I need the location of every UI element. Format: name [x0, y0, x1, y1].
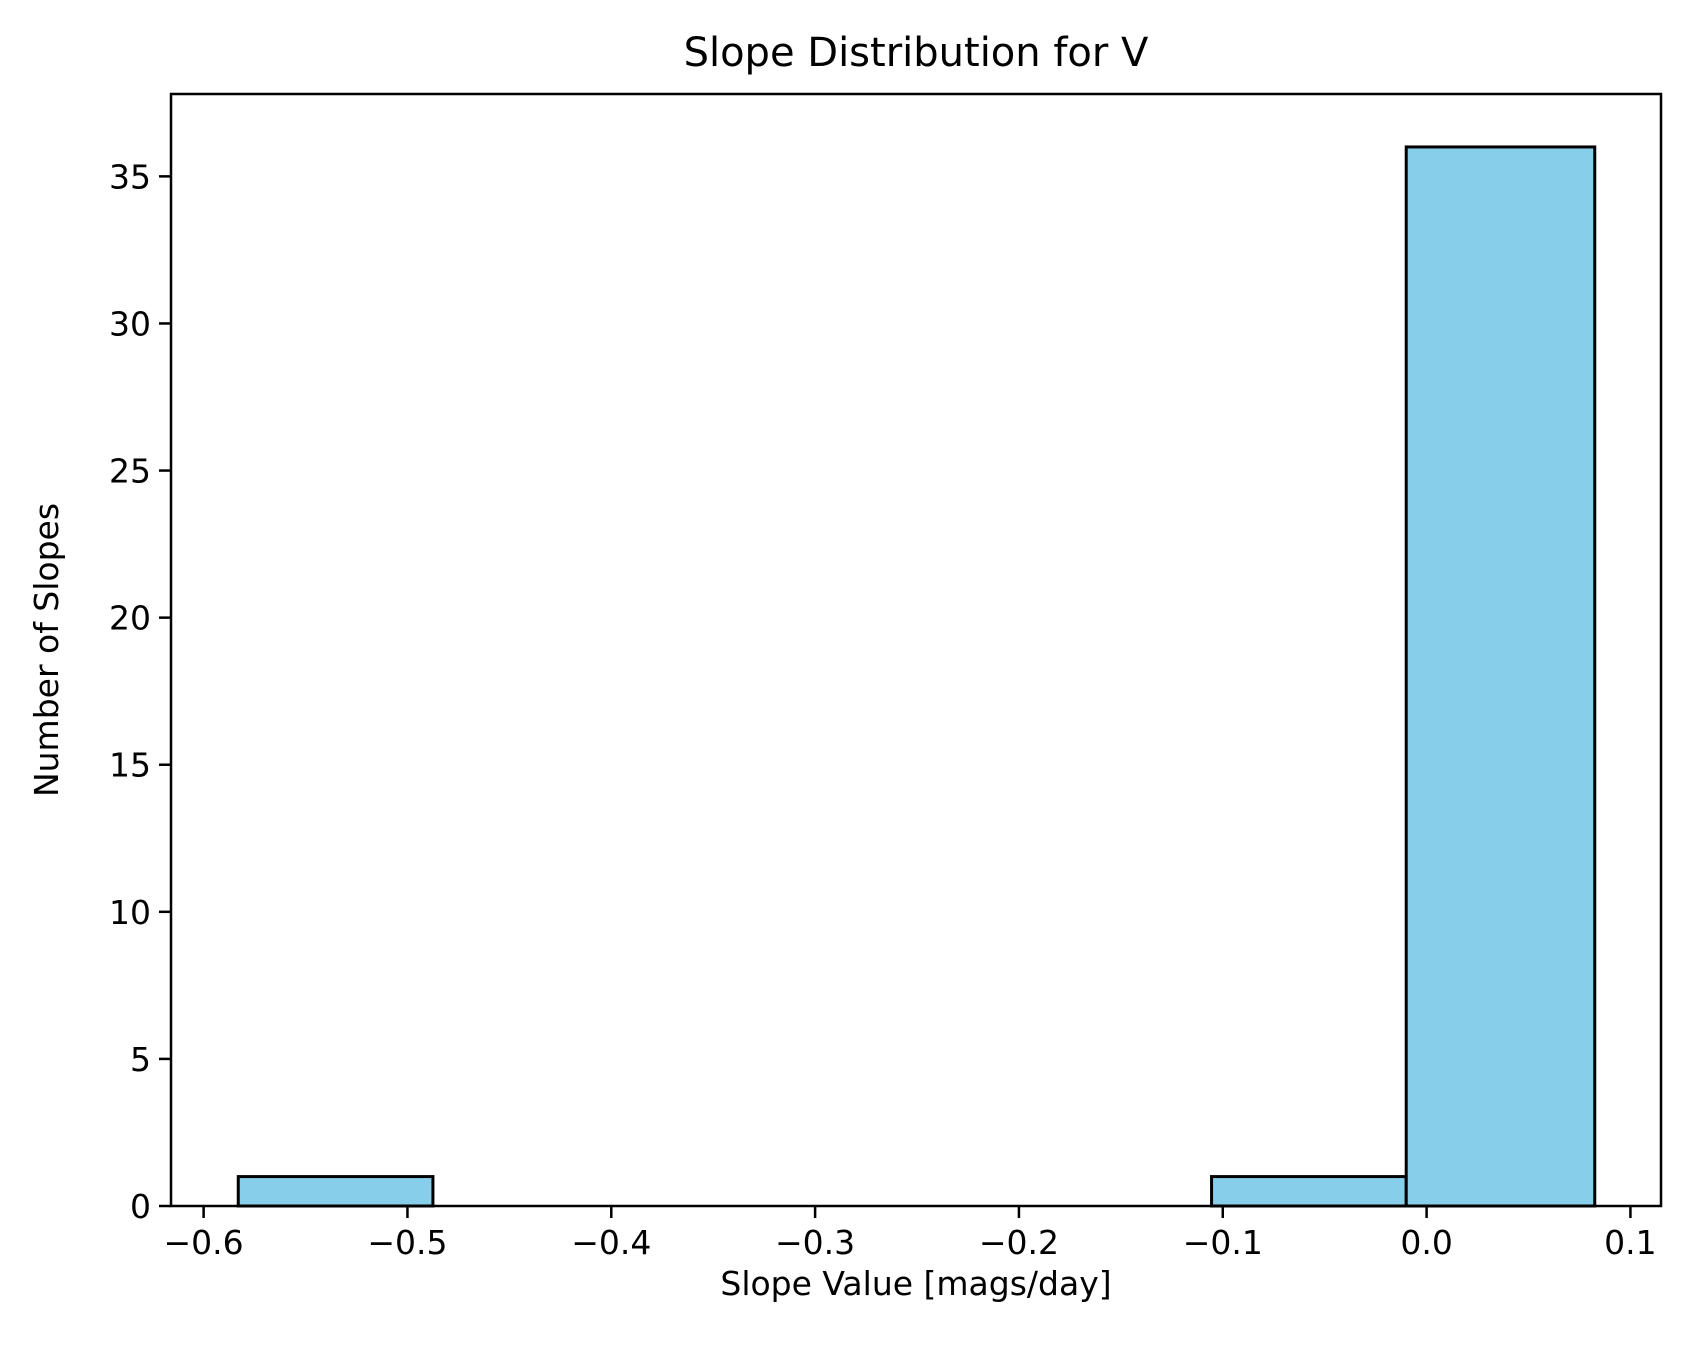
- y-axis-label: Number of Slopes: [27, 503, 66, 797]
- x-tick-label: −0.4: [571, 1223, 651, 1262]
- y-tick-label: 5: [130, 1040, 151, 1079]
- y-tick-label: 35: [109, 157, 151, 196]
- histogram-bar: [1210, 1175, 1408, 1208]
- x-tick-label: 0.0: [1400, 1223, 1452, 1262]
- y-tick-label: 0: [130, 1187, 151, 1226]
- x-axis-ticks: −0.6 −0.5 −0.4 −0.3 −0.2 −0.1 0.0 0.1: [164, 1206, 1657, 1262]
- x-tick-label: −0.6: [164, 1223, 244, 1262]
- x-tick-label: 0.1: [1604, 1223, 1656, 1262]
- plot-frame: [169, 92, 1663, 1208]
- y-tick-label: 25: [109, 452, 151, 491]
- y-tick-label: 10: [109, 893, 151, 932]
- y-tick-label: 30: [109, 304, 151, 343]
- x-tick-label: −0.5: [367, 1223, 447, 1262]
- x-tick-label: −0.1: [1183, 1223, 1263, 1262]
- bars-group: [236, 145, 1597, 1208]
- histogram-bar: [1404, 145, 1597, 1208]
- x-axis-label: Slope Value [mags/day]: [720, 1264, 1111, 1303]
- y-tick-label: 20: [109, 599, 151, 638]
- x-tick-label: −0.2: [979, 1223, 1059, 1262]
- chart-title: Slope Distribution for V: [684, 30, 1149, 76]
- y-tick-label: 15: [109, 746, 151, 785]
- x-tick-label: −0.3: [775, 1223, 855, 1262]
- y-axis-ticks: 0 5 10 15 20 25 30 35: [109, 157, 171, 1226]
- histogram-bar: [236, 1175, 435, 1208]
